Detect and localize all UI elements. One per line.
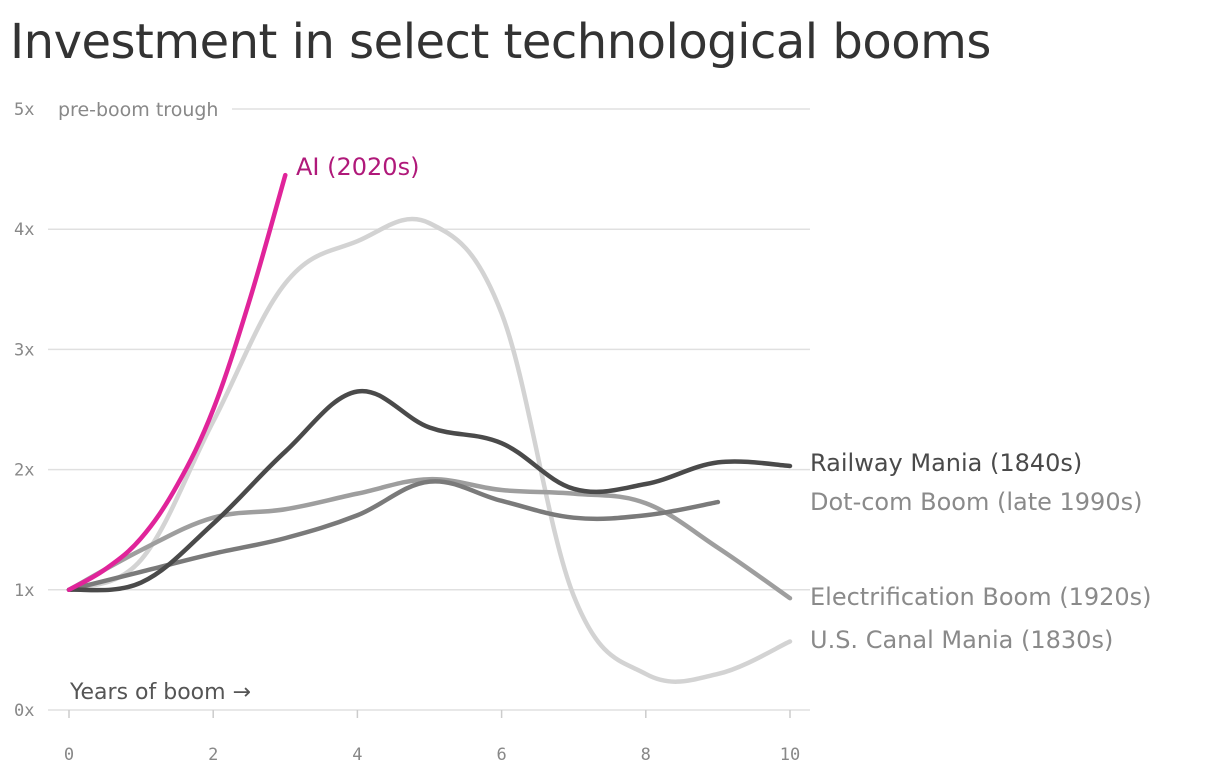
series-line-dot-com-boom-late-1990s xyxy=(66,479,721,593)
tick-labels: 0x 1x 2x 3x 4x 5x 0 2 4 6 8 10 xyxy=(14,100,800,765)
series-line-electrification-boom-1920s xyxy=(66,476,793,601)
y-tick-label: 1x xyxy=(14,581,34,601)
series-line-railway-mania-1840s xyxy=(66,388,793,593)
gridlines xyxy=(48,108,810,711)
series-labels: U.S. Canal Mania (1830s) Electrification … xyxy=(296,153,1152,654)
series-label-ai-2020s: AI (2020s) xyxy=(296,153,419,181)
y-tick-label: 0x xyxy=(14,701,34,721)
x-tick-label: 2 xyxy=(208,745,218,765)
chart-title: Investment in select technological booms xyxy=(10,14,991,70)
series-label-dot-com-boom-late-1990s: Dot-com Boom (late 1990s) xyxy=(810,488,1142,516)
series-label-electrification-boom-1920s: Electrification Boom (1920s) xyxy=(810,583,1152,611)
x-tick-label: 8 xyxy=(641,745,651,765)
y-tick-label: 3x xyxy=(14,340,34,360)
x-tick-label: 6 xyxy=(496,745,506,765)
x-tick-label: 0 xyxy=(64,745,74,765)
x-tick-label: 4 xyxy=(352,745,362,765)
series-label-railway-mania-1840s: Railway Mania (1840s) xyxy=(810,449,1082,477)
y-tick-label: 4x xyxy=(14,220,34,240)
y-tick-label: 2x xyxy=(14,461,34,481)
series-line-ai-2020s xyxy=(66,172,288,593)
series-line-u-s-canal-mania-1830s xyxy=(66,216,793,684)
x-axis-label: Years of boom → xyxy=(69,680,251,705)
x-tick-label: 10 xyxy=(780,745,800,765)
series-lines xyxy=(66,172,793,684)
y-axis-note: pre-boom trough xyxy=(58,99,218,121)
y-tick-label: 5x xyxy=(14,100,34,120)
series-label-u-s-canal-mania-1830s: U.S. Canal Mania (1830s) xyxy=(810,626,1113,654)
